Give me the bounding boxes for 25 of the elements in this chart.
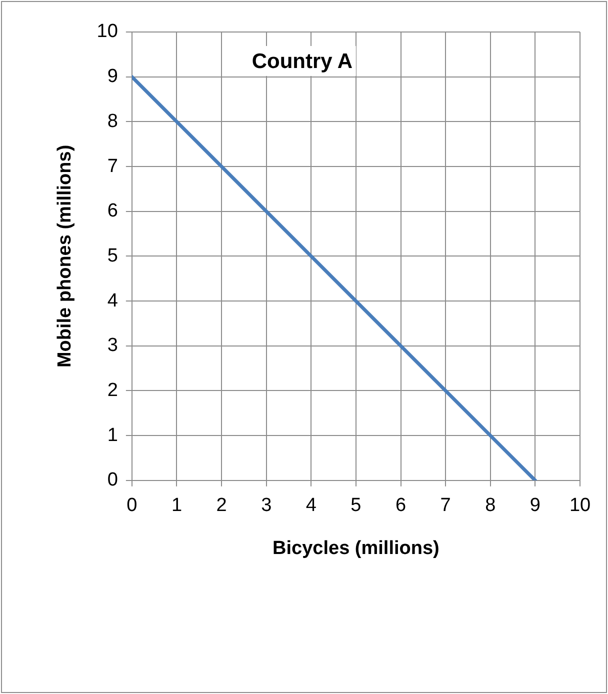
- y-tick-label: 3: [107, 335, 118, 356]
- x-tick-label: 7: [440, 495, 451, 516]
- x-tick-label: 0: [126, 495, 138, 516]
- x-tick-label: 5: [350, 495, 362, 516]
- x-tick-label: 8: [485, 495, 496, 516]
- text: Country A: [252, 50, 353, 73]
- y-tick-label: 7: [107, 156, 118, 177]
- x-tick-label: 1: [171, 495, 182, 516]
- y-tick-label: 0: [107, 470, 118, 491]
- x-axis-title: Bicycles (millions): [272, 538, 440, 559]
- x-tick-label: 2: [216, 495, 227, 516]
- y-tick-label: 9: [107, 66, 118, 88]
- y-tick-label: 5: [107, 245, 118, 266]
- y-tick-label: 2: [107, 380, 118, 401]
- y-tick-label: 6: [107, 200, 118, 222]
- x-tick-label: 3: [261, 495, 272, 516]
- y-axis-title: Mobile phones (millions): [54, 144, 76, 368]
- y-tick-label: 4: [107, 290, 118, 312]
- x-tick-label: 10: [569, 495, 591, 516]
- y-tick-label: 8: [107, 110, 118, 132]
- x-tick-label: 9: [530, 495, 540, 516]
- x-tick-label: 6: [395, 495, 406, 516]
- y-tick-label: 10: [96, 21, 118, 42]
- y-tick-label: 1: [107, 424, 118, 446]
- x-tick-label: 4: [306, 495, 317, 516]
